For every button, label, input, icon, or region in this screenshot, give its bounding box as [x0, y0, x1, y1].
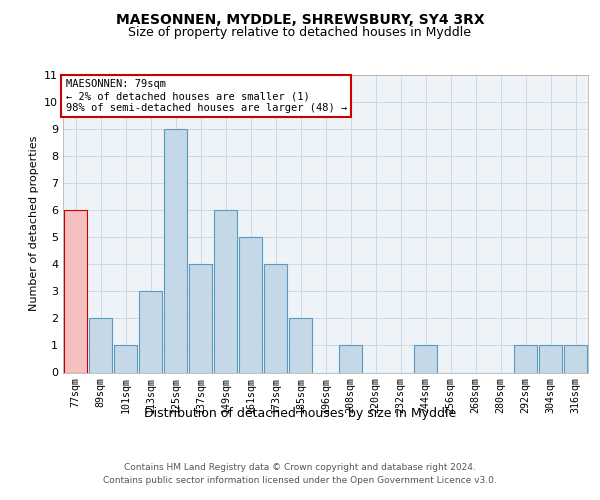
Bar	[164, 129, 187, 372]
Bar	[214, 210, 237, 372]
Bar	[264, 264, 287, 372]
Bar	[289, 318, 312, 372]
Bar	[189, 264, 212, 372]
Bar	[414, 346, 437, 372]
Bar	[239, 238, 262, 372]
Text: Distribution of detached houses by size in Myddle: Distribution of detached houses by size …	[144, 408, 456, 420]
Bar	[564, 346, 587, 372]
Bar	[339, 346, 362, 372]
Text: Size of property relative to detached houses in Myddle: Size of property relative to detached ho…	[128, 26, 472, 39]
Bar	[114, 346, 137, 372]
Text: MAESONNEN: 79sqm
← 2% of detached houses are smaller (1)
98% of semi-detached ho: MAESONNEN: 79sqm ← 2% of detached houses…	[65, 80, 347, 112]
Text: Contains HM Land Registry data © Crown copyright and database right 2024.: Contains HM Land Registry data © Crown c…	[124, 462, 476, 471]
Bar	[514, 346, 537, 372]
Bar	[139, 292, 162, 372]
Bar	[89, 318, 112, 372]
Text: Contains public sector information licensed under the Open Government Licence v3: Contains public sector information licen…	[103, 476, 497, 485]
Bar	[64, 210, 87, 372]
Y-axis label: Number of detached properties: Number of detached properties	[29, 136, 38, 312]
Bar	[539, 346, 562, 372]
Text: MAESONNEN, MYDDLE, SHREWSBURY, SY4 3RX: MAESONNEN, MYDDLE, SHREWSBURY, SY4 3RX	[116, 12, 484, 26]
